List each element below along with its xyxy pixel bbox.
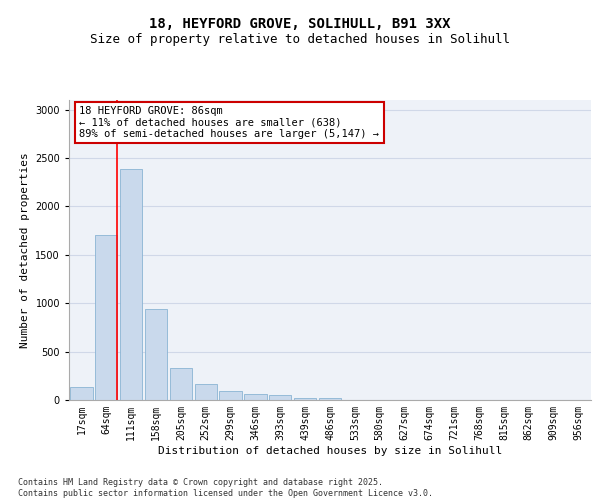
Bar [145, 309, 167, 400]
Bar [95, 236, 118, 400]
Bar [220, 392, 242, 400]
Bar [244, 394, 266, 400]
Bar [194, 384, 217, 400]
Text: Size of property relative to detached houses in Solihull: Size of property relative to detached ho… [90, 32, 510, 46]
Text: 18, HEYFORD GROVE, SOLIHULL, B91 3XX: 18, HEYFORD GROVE, SOLIHULL, B91 3XX [149, 18, 451, 32]
Bar [170, 368, 192, 400]
Text: Contains HM Land Registry data © Crown copyright and database right 2025.
Contai: Contains HM Land Registry data © Crown c… [18, 478, 433, 498]
Bar [294, 398, 316, 400]
Bar [269, 395, 292, 400]
Y-axis label: Number of detached properties: Number of detached properties [20, 152, 29, 348]
X-axis label: Distribution of detached houses by size in Solihull: Distribution of detached houses by size … [158, 446, 502, 456]
Bar [319, 398, 341, 400]
Text: 18 HEYFORD GROVE: 86sqm
← 11% of detached houses are smaller (638)
89% of semi-d: 18 HEYFORD GROVE: 86sqm ← 11% of detache… [79, 106, 379, 139]
Bar [120, 168, 142, 400]
Bar [70, 388, 92, 400]
